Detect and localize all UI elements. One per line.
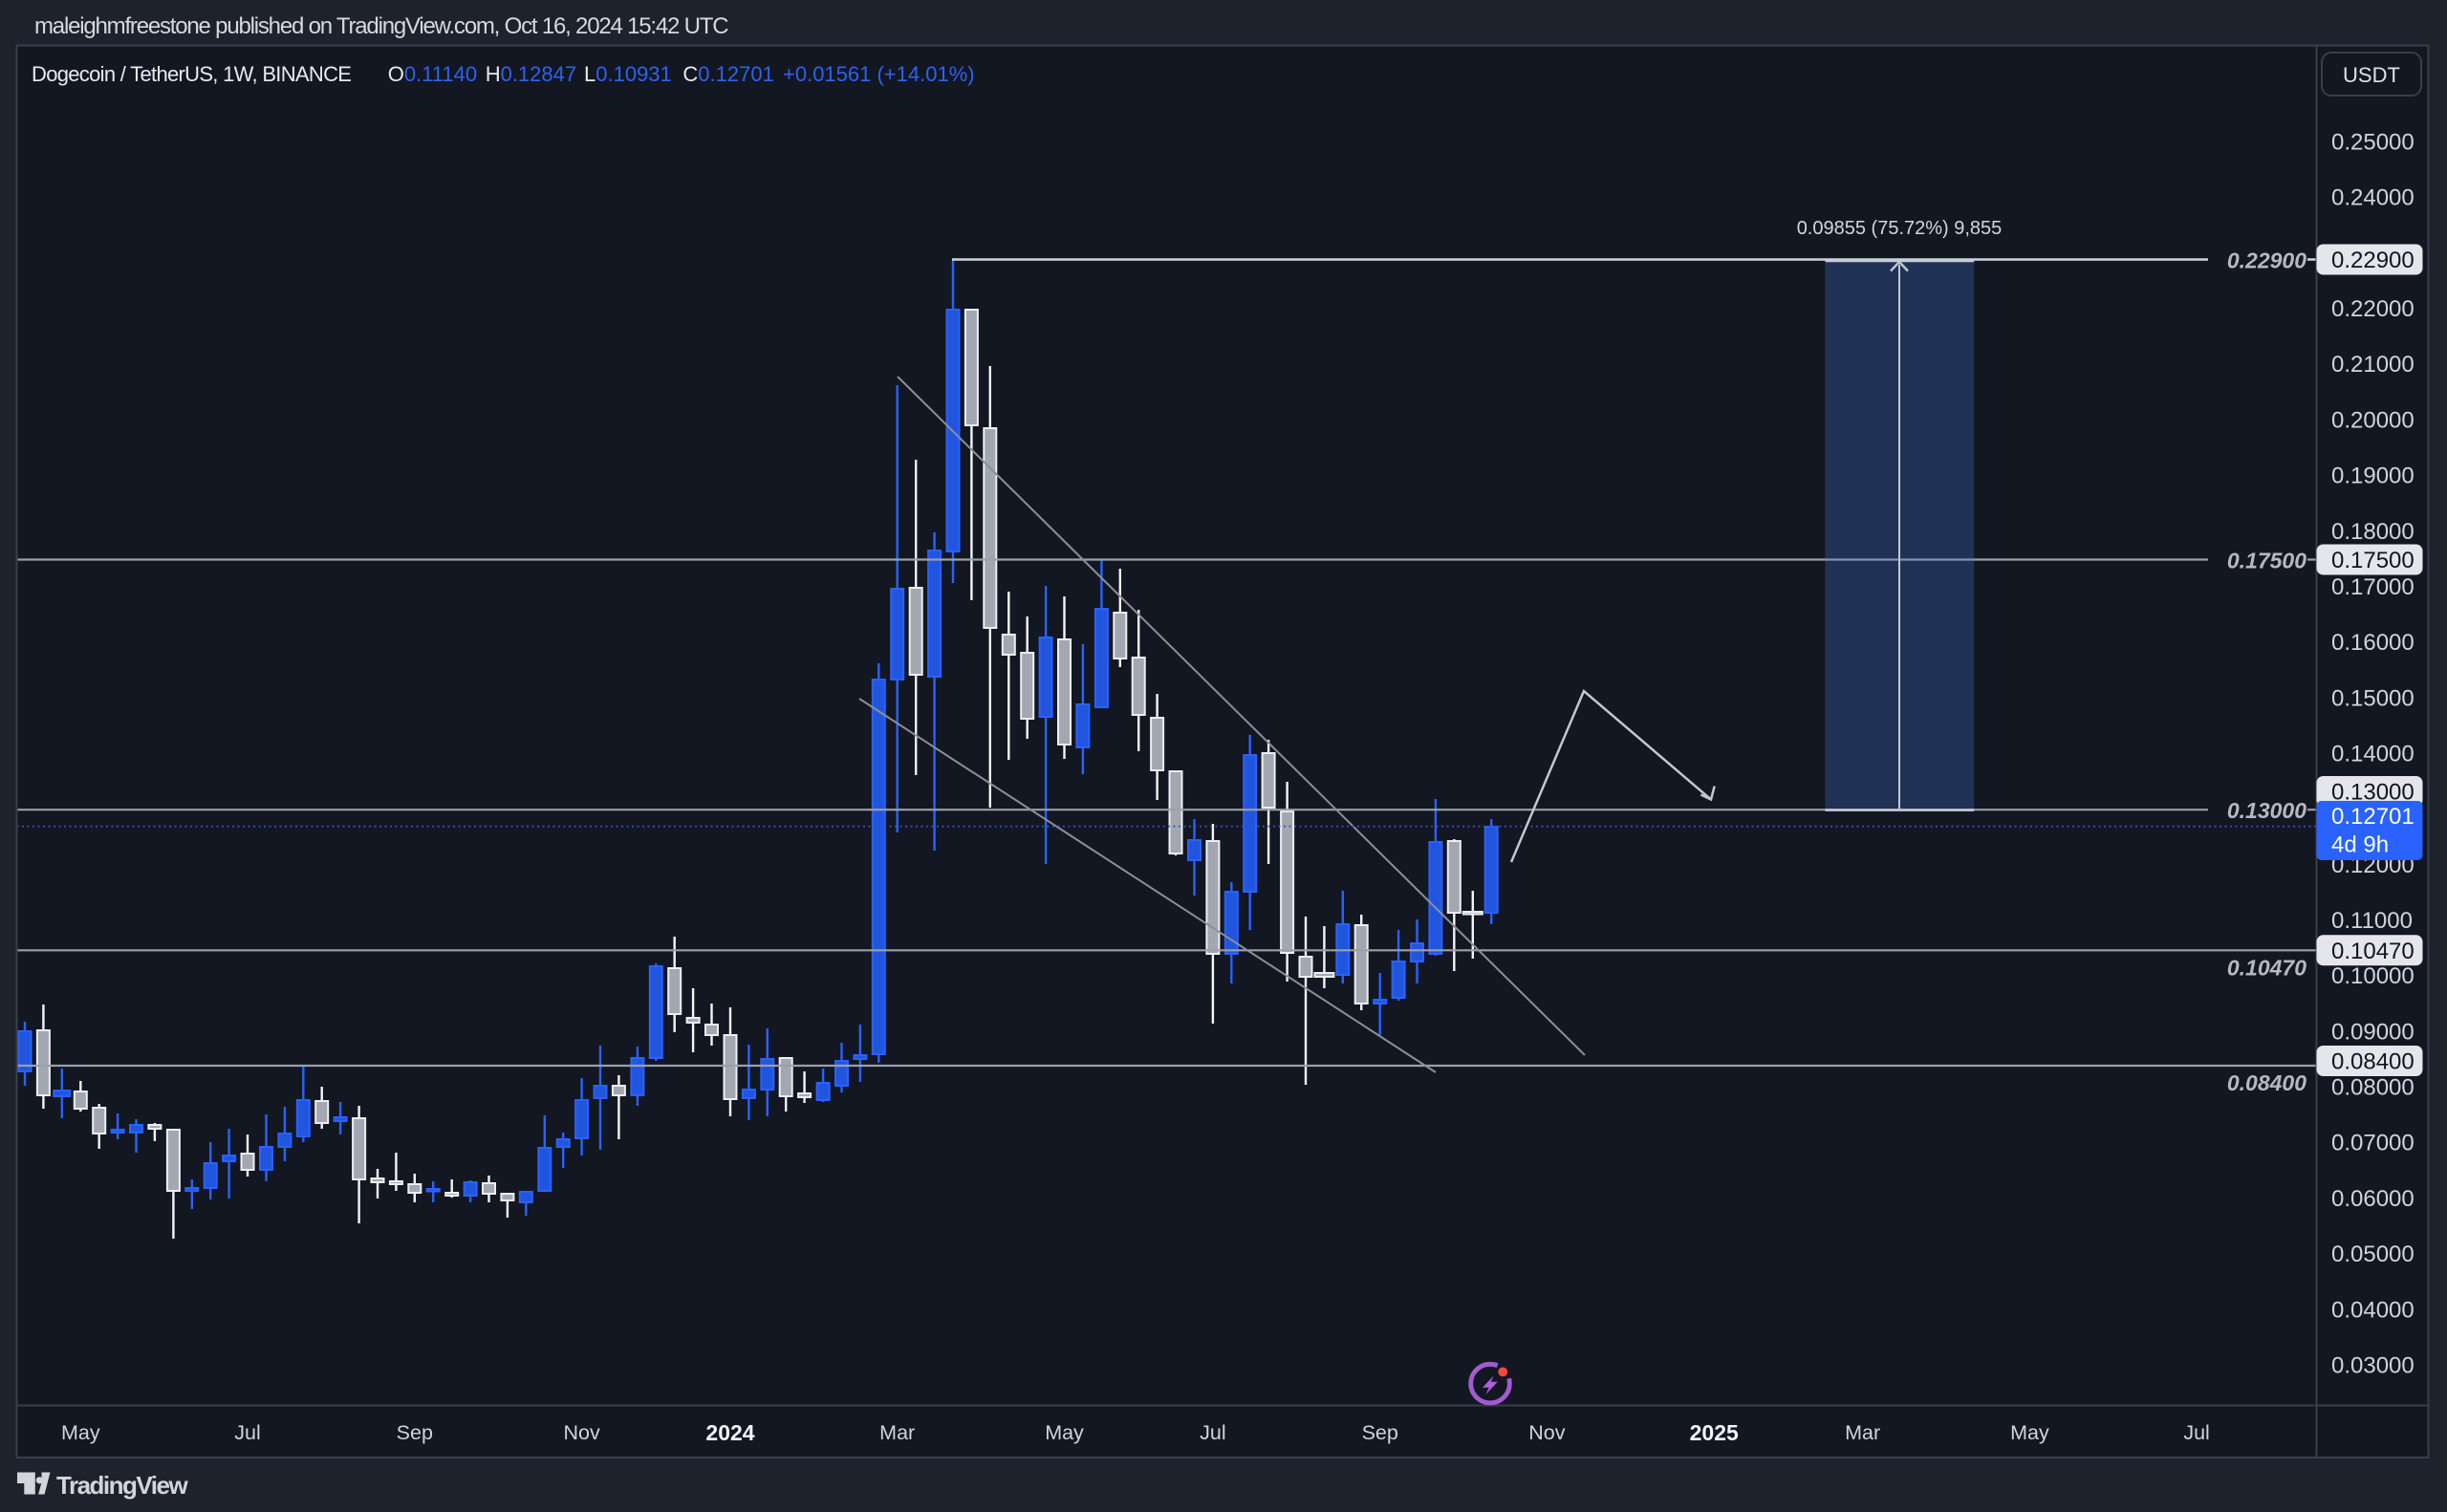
svg-text:0.21000: 0.21000 xyxy=(2331,352,2415,378)
svg-text:0.22900: 0.22900 xyxy=(2331,248,2415,273)
svg-text:0.19000: 0.19000 xyxy=(2331,464,2415,489)
svg-text:Dogecoin / TetherUS, 1W, BINAN: Dogecoin / TetherUS, 1W, BINANCE O0.11140… xyxy=(32,62,975,86)
svg-text:0.06000: 0.06000 xyxy=(2331,1186,2415,1212)
svg-text:0.03000: 0.03000 xyxy=(2331,1353,2415,1379)
svg-text:Sep: Sep xyxy=(1362,1421,1398,1444)
svg-text:0.04000: 0.04000 xyxy=(2331,1297,2415,1323)
svg-text:May: May xyxy=(61,1421,100,1444)
svg-text:USDT: USDT xyxy=(2343,63,2400,87)
svg-text:0.22000: 0.22000 xyxy=(2331,296,2415,322)
svg-text:2025: 2025 xyxy=(1690,1420,1739,1445)
svg-text:Jul: Jul xyxy=(2183,1421,2209,1444)
svg-text:0.08400: 0.08400 xyxy=(2331,1049,2415,1075)
svg-text:Nov: Nov xyxy=(563,1421,599,1444)
svg-text:Jul: Jul xyxy=(1200,1421,1225,1444)
svg-text:maleighmfreestone published on: maleighmfreestone published on TradingVi… xyxy=(34,13,728,39)
svg-text:Jul: Jul xyxy=(234,1421,260,1444)
svg-text:0.09000: 0.09000 xyxy=(2331,1019,2415,1045)
svg-text:0.20000: 0.20000 xyxy=(2331,407,2415,433)
svg-text:4d 9h: 4d 9h xyxy=(2331,832,2389,858)
svg-text:TradingView: TradingView xyxy=(56,1471,188,1500)
svg-text:Mar: Mar xyxy=(879,1421,915,1444)
svg-text:May: May xyxy=(2010,1421,2049,1444)
svg-text:0.10470: 0.10470 xyxy=(2331,939,2415,964)
svg-text:0.08400: 0.08400 xyxy=(2227,1070,2306,1095)
svg-text:0.18000: 0.18000 xyxy=(2331,519,2415,545)
svg-text:May: May xyxy=(1045,1421,1084,1444)
svg-text:0.25000: 0.25000 xyxy=(2331,130,2415,156)
svg-text:0.17500: 0.17500 xyxy=(2331,548,2415,573)
svg-text:Sep: Sep xyxy=(397,1421,433,1444)
svg-text:Mar: Mar xyxy=(1845,1421,1880,1444)
svg-text:0.17000: 0.17000 xyxy=(2331,574,2415,600)
svg-text:0.07000: 0.07000 xyxy=(2331,1131,2415,1156)
svg-text:0.14000: 0.14000 xyxy=(2331,742,2415,767)
svg-text:0.12701: 0.12701 xyxy=(2331,804,2415,830)
svg-text:0.16000: 0.16000 xyxy=(2331,630,2415,656)
svg-text:0.05000: 0.05000 xyxy=(2331,1242,2415,1267)
svg-text:2024: 2024 xyxy=(705,1420,754,1445)
svg-text:0.08000: 0.08000 xyxy=(2331,1075,2415,1101)
svg-text:0.10000: 0.10000 xyxy=(2331,963,2415,989)
svg-text:0.17500: 0.17500 xyxy=(2227,549,2306,573)
svg-text:0.13000: 0.13000 xyxy=(2227,798,2306,823)
svg-text:0.10470: 0.10470 xyxy=(2227,955,2306,980)
svg-text:0.22900: 0.22900 xyxy=(2227,248,2306,273)
svg-text:0.15000: 0.15000 xyxy=(2331,685,2415,711)
svg-text:Nov: Nov xyxy=(1528,1421,1565,1444)
svg-text:0.24000: 0.24000 xyxy=(2331,185,2415,211)
svg-text:0.09855 (75.72%) 9,855: 0.09855 (75.72%) 9,855 xyxy=(1797,218,2003,239)
svg-text:0.11000: 0.11000 xyxy=(2331,908,2413,934)
